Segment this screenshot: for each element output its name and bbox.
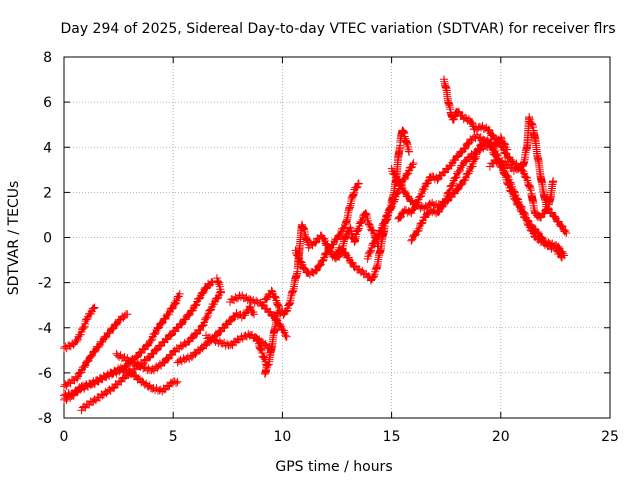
- x-tick-label: 10: [273, 429, 291, 445]
- data-point-track: [440, 75, 558, 222]
- data-point-track: [173, 302, 259, 367]
- data-point-track: [77, 278, 217, 415]
- data-point-track: [330, 126, 414, 285]
- data-point-track: [60, 289, 184, 404]
- data-point-track: [363, 159, 418, 263]
- data-points: [60, 75, 571, 415]
- data-point-track: [60, 303, 99, 353]
- y-tick-label: 0: [43, 231, 52, 247]
- x-tick-label: 25: [601, 429, 619, 445]
- data-point-track: [112, 274, 226, 375]
- y-tick-label: -6: [38, 366, 52, 382]
- data-point-track: [252, 307, 283, 378]
- data-point-track: [291, 179, 363, 279]
- x-tick-labels: 0 5 10 15 20 25: [60, 429, 619, 445]
- y-tick-label: -2: [38, 276, 52, 292]
- chart-title: Day 294 of 2025, Sidereal Day-to-day VTE…: [60, 21, 615, 37]
- x-tick-label: 5: [169, 429, 178, 445]
- data-point-track: [485, 113, 571, 237]
- x-tick-label: 20: [492, 429, 510, 445]
- x-axis-label: GPS time / hours: [275, 459, 392, 475]
- y-tick-label: -4: [38, 321, 52, 337]
- y-tick-label: 4: [43, 140, 52, 156]
- x-tick-label: 0: [60, 429, 69, 445]
- y-tick-label: 6: [43, 95, 52, 111]
- data-point-track: [60, 310, 132, 391]
- tick-marks: [63, 56, 611, 419]
- y-tick-label: 8: [43, 50, 52, 66]
- x-tick-label: 15: [383, 429, 401, 445]
- y-axis-label: SDTVAR / TECUs: [6, 181, 22, 296]
- y-tick-label: 2: [43, 185, 52, 201]
- y-tick-labels: -8 -6 -4 -2 0 2 4 6 8: [38, 50, 52, 427]
- y-tick-label: -8: [38, 411, 52, 427]
